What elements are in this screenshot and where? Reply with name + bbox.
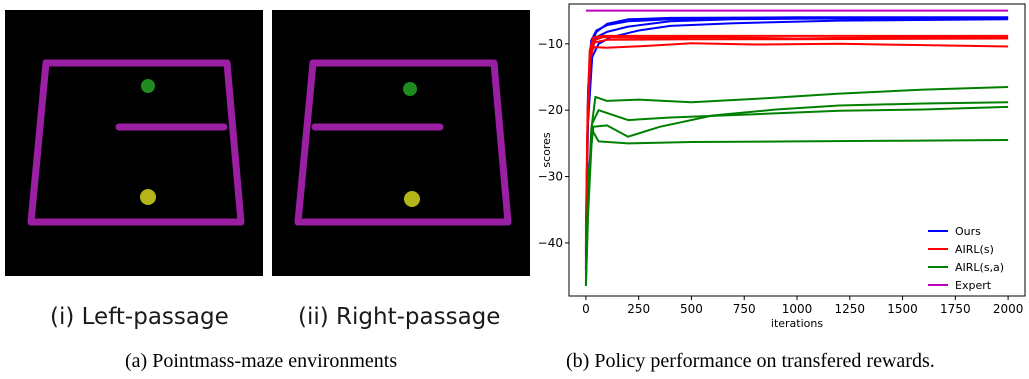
series-line-ours-2 — [584, 18, 1009, 263]
series-line-airl-s--5 — [584, 34, 1009, 230]
legend-label-1: AIRL(s) — [955, 243, 994, 256]
legend-label-3: Expert — [955, 279, 992, 292]
caption-b: (b) Policy performance on transfered rew… — [566, 350, 935, 372]
series-line-airl-s-a--9 — [584, 105, 1009, 277]
maze-right-agent — [404, 191, 420, 207]
y-tick-label: −10 — [538, 37, 563, 51]
chart-container: 0 250 500 750 1000 1250 1500 1750 2000 −10 −20 −30 −… — [536, 0, 1029, 340]
x-tick-label: 0 — [582, 302, 590, 316]
x-axis-title: iterations — [771, 317, 823, 330]
maze-left-agent — [140, 189, 156, 205]
x-tick-label: 1250 — [835, 302, 866, 316]
series-line-ours-3 — [584, 17, 1009, 250]
policy-performance-chart: 0 250 500 750 1000 1250 1500 1750 2000 −10 −20 −30 −… — [538, 3, 1026, 330]
x-tick-label: 2000 — [993, 302, 1024, 316]
maze-right-left-wall — [294, 59, 317, 226]
env-label-left: (i) Left-passage — [50, 304, 229, 330]
maze-left-right-wall — [223, 59, 245, 226]
caption-a: (a) Pointmass-maze environments — [125, 350, 398, 372]
maze-left-goal — [141, 79, 155, 93]
series-line-airl-s-a--10 — [584, 129, 1009, 287]
maze-left-walls — [27, 59, 245, 226]
series-line-airl-s-a--11 — [584, 101, 1009, 270]
y-tick-label: −20 — [538, 103, 563, 117]
x-tick-label: 750 — [733, 302, 756, 316]
maze-right-goal — [403, 82, 417, 96]
maze-right-right-wall — [490, 59, 512, 226]
x-tick-label: 250 — [627, 302, 650, 316]
y-tick-label: −40 — [538, 236, 563, 250]
series-line-airl-s-a--8 — [584, 86, 1009, 283]
legend-label-0: Ours — [955, 225, 981, 238]
maze-left-passage — [5, 10, 263, 276]
maze-left-image — [27, 59, 245, 226]
series-line-airl-s--7 — [584, 37, 1009, 250]
x-tick-label: 1750 — [940, 302, 971, 316]
y-axis-title: scores — [540, 132, 553, 168]
y-tick-label: −30 — [538, 170, 563, 184]
x-tick-label: 1500 — [887, 302, 918, 316]
maze-right-image — [294, 59, 512, 226]
maze-left-left-wall — [27, 59, 50, 226]
series-line-ours-1 — [584, 16, 1009, 257]
legend-label-2: AIRL(s,a) — [955, 261, 1004, 274]
maze-right-walls — [294, 59, 512, 226]
x-tick-label: 1000 — [782, 302, 813, 316]
maze-right-passage — [272, 10, 530, 276]
x-tick-label: 500 — [680, 302, 703, 316]
env-label-right: (ii) Right-passage — [298, 304, 501, 330]
